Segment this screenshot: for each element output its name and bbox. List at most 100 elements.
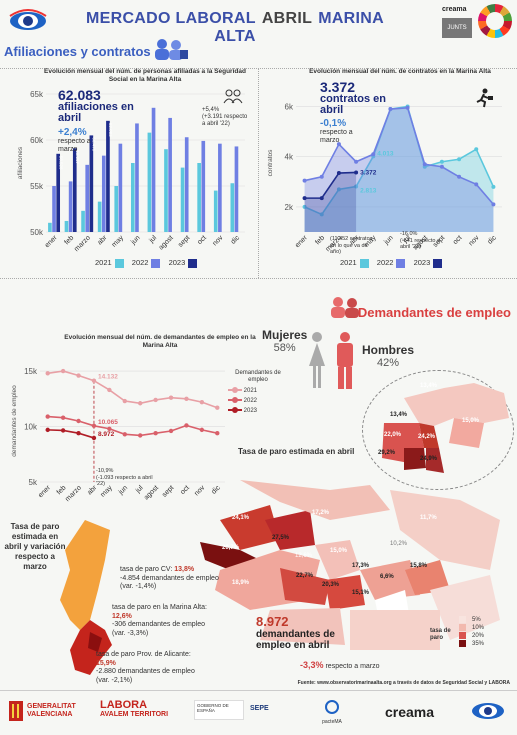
point-label: 8.972 [98,431,115,438]
chart1-big-value: 62.083 [58,87,101,103]
bar-2022 [101,155,106,232]
x-tick-label: jun [383,234,395,246]
point-2021 [439,159,444,164]
point-2022 [354,159,359,164]
map-label-8: 20,3% [322,582,340,588]
y-axis-label: demandantes de empleo [11,385,18,457]
x-tick-label: ener [44,234,59,249]
x-tick-label: ener [37,484,52,499]
x-tick-label: dic [487,234,499,246]
section-afiliaciones: Afiliaciones y contratos [4,44,151,59]
point-2021 [457,157,462,162]
zoom-label-3: 22,0% [384,432,402,438]
line-2023 [47,429,95,439]
bar-2021 [64,220,69,232]
chart1-note: +5,4% (+3.191 respecto a abril '22) [202,107,252,128]
y-tick-label: 15k [24,367,38,376]
x-tick-label: marzo [64,484,83,503]
men-label: Hombres [362,343,415,357]
x-tick-label: abr [96,234,109,247]
map-label-11: 6,6% [380,574,394,580]
map-zoom-circle [362,370,514,490]
point-2022 [371,152,376,157]
valencia-title: Tasa de paro estimada en abril y variaci… [4,522,66,571]
point-2022 [405,105,410,110]
bar-2021 [180,167,185,232]
point-2023 [91,435,97,441]
point-2021 [354,184,359,189]
bar-2022 [234,146,239,232]
women-label: Mujeres [262,328,308,342]
eye-logo [8,8,48,34]
point-label: 3.372 [360,169,377,176]
point-2021 [122,398,127,404]
point-2022 [91,423,97,429]
line-2023 [304,171,357,199]
runner-icon [474,88,494,113]
bar-data-label: 59.067 [75,150,80,164]
point-label: 14.132 [98,374,118,381]
chart2-big-label: contratos en abril [320,93,387,116]
labora-logo: LABORA AVALEM TERRITORI [100,699,169,719]
point-label: 10.065 [98,419,118,426]
bar-2022 [184,137,189,232]
point-label: 2.813 [360,188,377,195]
group-icon [222,88,244,109]
point-2022 [474,182,479,187]
point-2022 [107,426,112,431]
bar-data-label: 60.476 [92,137,97,151]
bar-2023 [56,153,61,232]
point-2021 [76,373,81,378]
source-text: Fuente: www.observatorimarinaalta.org a … [297,680,510,686]
x-tick-label: nov [212,234,225,247]
chart3-title: Evolución mensual del núm. de demandante… [64,334,256,349]
point-2022 [319,174,324,179]
map-big-value: 8.972 [256,614,289,629]
bar-2022 [168,117,172,232]
valencia-cv: tasa de paro CV: 13,8% -4.854 demandantes… [120,566,219,590]
bar-2022 [201,140,206,232]
bar-2021 [97,201,102,232]
point-2022 [138,433,143,438]
point-2022 [422,162,427,167]
x-tick-label: oct [196,234,208,246]
marina-alta-map [200,480,500,650]
point-2021 [199,399,205,405]
point-2022 [457,174,462,179]
map-label-2: 27,5% [272,535,290,541]
demand-people-icon [328,296,364,325]
chart2-title: Evolución mensual del núm. de contratos … [309,68,491,75]
point-2021 [153,397,158,403]
point-2021 [138,401,143,406]
map-label-13: 11,7% [420,515,437,521]
x-tick-label: ener [294,234,309,249]
x-tick-label: jun [129,234,141,246]
chart2-note-1: -16,0% [400,231,418,237]
chart1-note-2: (+3.191 respecto a abril '22) [202,114,248,127]
chart1-big-label: afiliaciones en abril [58,101,134,124]
bar-2021 [213,190,218,232]
point-2021 [91,378,97,383]
gender-men: Hombres 42% [362,343,414,369]
eye-icon [9,9,47,30]
bar-2021 [130,163,135,232]
y-tick-label: 2k [285,203,294,212]
bar-2023 [106,120,110,232]
point-2022 [168,428,174,434]
map-label-14: 10,2% [390,541,408,547]
point-2021 [474,147,479,152]
point-2022 [199,427,205,433]
creama-footer-logo: creama [385,704,435,720]
gv-logo: GENERALITAT VALENCIANA [8,700,76,722]
x-tick-label: oct [179,484,191,496]
chart2-legend: 2021 2022 2023 [340,258,448,268]
point-2021 [336,187,341,192]
point-2023 [76,431,81,436]
point-2023 [336,171,341,176]
point-2021 [215,405,220,410]
chart2-pct-label: respecto a marzo [320,129,353,144]
point-2021 [302,204,307,209]
men-pct: 42% [376,357,400,369]
